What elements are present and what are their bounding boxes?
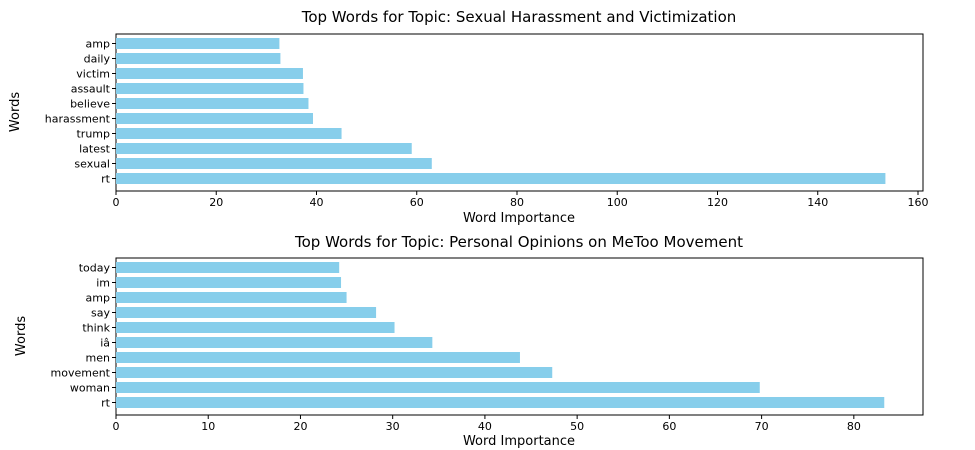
bar-im	[116, 277, 342, 288]
y-tick-label: say	[91, 307, 110, 320]
bar-say	[116, 307, 377, 318]
chart-bottom-bars	[116, 262, 885, 408]
y-tick-label: iâ	[100, 337, 110, 350]
x-tick-label: 20	[209, 196, 223, 209]
y-tick-label: im	[96, 277, 110, 290]
chart-bottom-y-axis-label: Words	[14, 316, 29, 356]
x-tick-label: 60	[662, 420, 676, 433]
chart-top-y-ticks: rt sexual latest trump harassment believe assa…	[45, 38, 116, 186]
bar-assault	[116, 83, 304, 94]
bar-today	[116, 262, 340, 273]
chart-top-title: Top Words for Topic: Sexual Harassment a…	[301, 8, 737, 26]
x-tick-label: 160	[907, 196, 928, 209]
bar-woman	[116, 382, 760, 393]
x-tick-label: 10	[201, 420, 215, 433]
x-tick-label: 70	[755, 420, 769, 433]
chart-bottom: Top Words for Topic: Personal Opinions o…	[14, 233, 924, 449]
chart-bottom-title: Top Words for Topic: Personal Opinions o…	[294, 233, 743, 251]
y-tick-label: amp	[86, 38, 110, 51]
bar-believe	[116, 98, 309, 109]
bar-amp	[116, 292, 347, 303]
chart-bottom-x-ticks: 0 10 20 30 40 50 60 70 80	[113, 415, 861, 433]
y-tick-label: rt	[101, 397, 111, 410]
bar-daily	[116, 53, 281, 64]
chart-top-bars	[116, 38, 886, 184]
bar-trump	[116, 128, 342, 139]
x-tick-label: 60	[410, 196, 424, 209]
chart-top-y-axis-label: Words	[8, 92, 23, 132]
y-tick-label: daily	[84, 53, 111, 66]
chart-top-x-axis-label: Word Importance	[463, 211, 575, 226]
bar-rt	[116, 173, 886, 184]
bar-latest	[116, 143, 412, 154]
y-tick-label: men	[86, 352, 110, 365]
y-tick-label: today	[79, 262, 111, 275]
bar-iâ	[116, 337, 433, 348]
y-tick-label: victim	[76, 68, 110, 81]
bar-movement	[116, 367, 553, 378]
y-tick-label: sexual	[74, 158, 110, 171]
chart-bottom-plot-frame	[115, 257, 924, 416]
chart-top-x-ticks: 0 20 40 60 80 100 120 140 160	[113, 191, 928, 209]
bar-amp	[116, 38, 280, 49]
bar-men	[116, 352, 520, 363]
bar-victim	[116, 68, 303, 79]
chart-top: Top Words for Topic: Sexual Harassment a…	[8, 8, 928, 226]
x-tick-label: 100	[607, 196, 628, 209]
y-tick-label: amp	[86, 292, 110, 305]
x-tick-label: 0	[113, 196, 120, 209]
x-tick-label: 40	[309, 196, 323, 209]
bar-sexual	[116, 158, 432, 169]
y-tick-label: trump	[76, 128, 110, 141]
x-tick-label: 30	[386, 420, 400, 433]
y-tick-label: assault	[71, 83, 111, 96]
x-tick-label: 40	[478, 420, 492, 433]
bar-think	[116, 322, 395, 333]
bar-harassment	[116, 113, 313, 124]
x-tick-label: 120	[707, 196, 728, 209]
x-tick-label: 20	[293, 420, 307, 433]
y-tick-label: latest	[79, 143, 111, 156]
x-tick-label: 140	[807, 196, 828, 209]
x-tick-label: 80	[510, 196, 524, 209]
x-tick-label: 80	[847, 420, 861, 433]
chart-bottom-y-ticks: rt woman movement men iâ think say amp im today	[51, 262, 116, 410]
y-tick-label: believe	[70, 98, 110, 111]
chart-bottom-x-axis-label: Word Importance	[463, 434, 575, 449]
y-tick-label: woman	[70, 382, 110, 395]
y-tick-label: harassment	[45, 113, 111, 126]
y-tick-label: rt	[101, 173, 111, 186]
y-tick-label: think	[82, 322, 110, 335]
bar-rt	[116, 397, 885, 408]
x-tick-label: 0	[113, 420, 120, 433]
y-tick-label: movement	[51, 367, 111, 380]
x-tick-label: 50	[570, 420, 584, 433]
chart-top-plot-frame	[115, 33, 924, 192]
